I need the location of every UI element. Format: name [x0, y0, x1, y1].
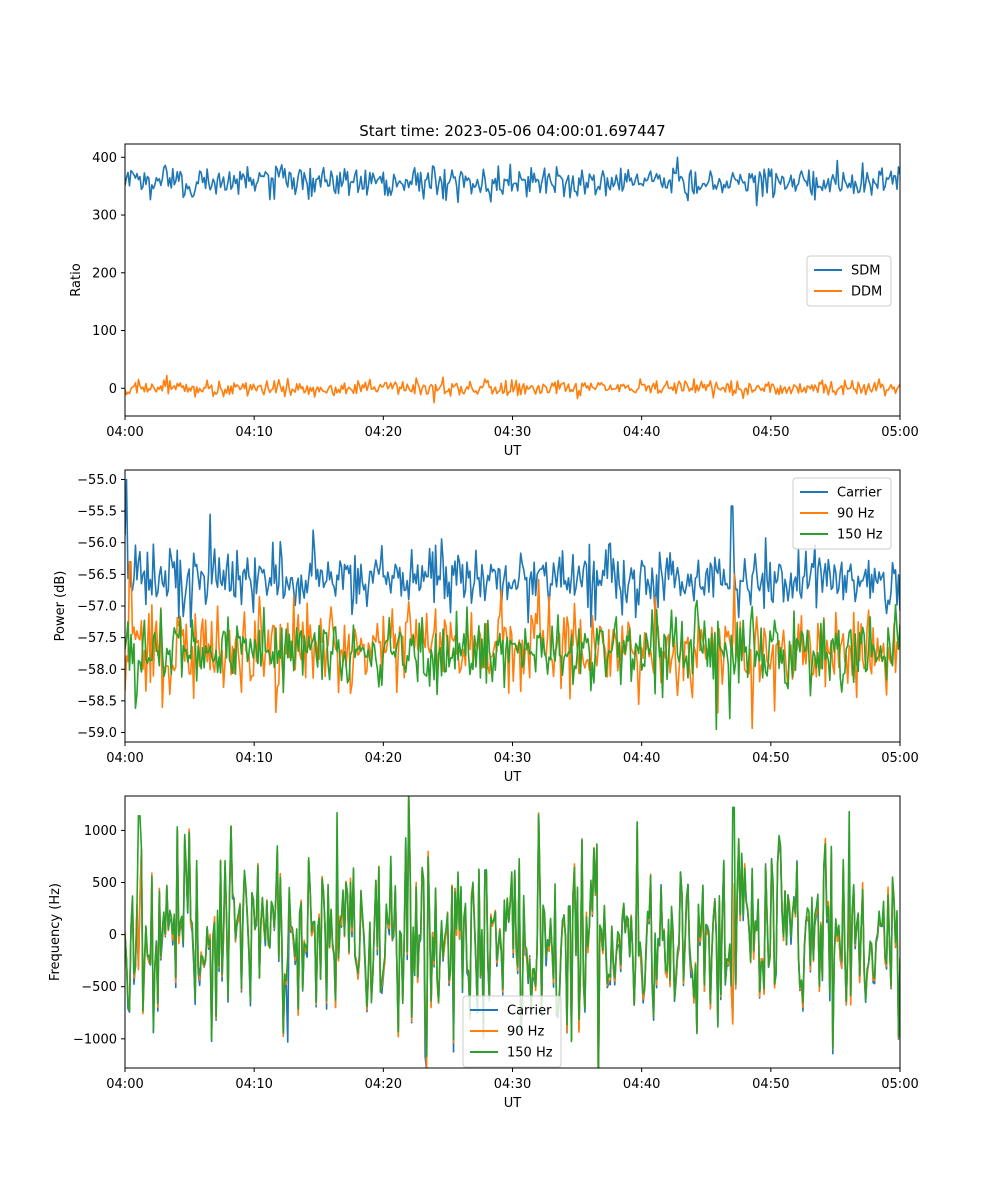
x-tick-label: 04:50 — [752, 751, 789, 766]
legend: Carrier 90 Hz 150 Hz — [792, 477, 892, 550]
legend-label: Carrier — [507, 1004, 552, 1019]
y-axis-label: Power (dB) — [53, 571, 68, 642]
y-tick-label: −56.5 — [77, 568, 117, 583]
y-tick-label: −58.5 — [77, 694, 117, 709]
legend-box — [462, 995, 562, 1068]
y-tick-label: −57.5 — [77, 631, 117, 646]
axes-frame — [124, 469, 901, 743]
x-tick-label: 04:20 — [365, 425, 402, 440]
legend-box — [806, 255, 892, 307]
x-tick-label: 04:00 — [106, 425, 143, 440]
x-tick-label: 04:30 — [494, 425, 531, 440]
x-tick-label: 04:00 — [106, 1077, 143, 1092]
y-tick-label: 0 — [109, 382, 117, 397]
y-tick-label: −55.5 — [77, 505, 117, 520]
chart-panel-1: 04:00 04:10 04:20 04:30 04:40 04:50 05:00 0 100 2… — [69, 143, 919, 459]
legend-label: DDM — [851, 285, 882, 300]
y-tick-label: 0 — [109, 928, 117, 943]
legend: Carrier 90 Hz 150 Hz — [462, 995, 562, 1068]
x-axis-label: UT — [504, 444, 522, 459]
x-tick-label: 05:00 — [881, 1077, 918, 1092]
legend-label: 150 Hz — [837, 528, 883, 543]
y-tick-label: −1000 — [73, 1032, 117, 1047]
chart-panel-2: 04:00 04:10 04:20 04:30 04:40 04:50 05:00 −55.0… — [53, 469, 919, 785]
series-line-150-hz — [125, 796, 900, 1068]
y-tick-label: −500 — [81, 980, 117, 995]
y-tick-label: 200 — [92, 266, 117, 281]
x-tick-label: 04:10 — [235, 751, 272, 766]
x-tick-label: 04:40 — [623, 1077, 660, 1092]
y-tick-label: 300 — [92, 209, 117, 224]
legend-label: 150 Hz — [507, 1046, 553, 1061]
y-tick-label: −59.0 — [77, 726, 117, 741]
x-axis-label: UT — [504, 1096, 522, 1111]
legend-label: 90 Hz — [837, 507, 874, 522]
legend-label: SDM — [851, 264, 880, 279]
x-axis-label: UT — [504, 770, 522, 785]
legend-label: Carrier — [837, 486, 882, 501]
figure-title: Start time: 2023-05-06 04:00:01.697447 — [359, 122, 665, 140]
y-axis-label: Frequency (Hz) — [48, 883, 63, 981]
series-line-sdm — [125, 156, 900, 207]
x-tick-label: 04:20 — [365, 1077, 402, 1092]
x-tick-label: 05:00 — [881, 425, 918, 440]
x-tick-label: 04:20 — [365, 751, 402, 766]
chart-panel-3: 04:00 04:10 04:20 04:30 04:40 04:50 05:00 −1000… — [48, 795, 919, 1111]
y-tick-label: −56.0 — [77, 536, 117, 551]
legend-label: 90 Hz — [507, 1025, 544, 1040]
series-line-150-hz — [125, 599, 900, 731]
x-tick-label: 04:10 — [235, 1077, 272, 1092]
x-tick-label: 05:00 — [881, 751, 918, 766]
y-tick-label: 1000 — [84, 824, 117, 839]
x-tick-label: 04:00 — [106, 751, 143, 766]
y-tick-label: 100 — [92, 324, 117, 339]
x-tick-label: 04:30 — [494, 751, 531, 766]
y-axis-label: Ratio — [69, 263, 84, 296]
x-tick-label: 04:30 — [494, 1077, 531, 1092]
x-tick-label: 04:40 — [623, 425, 660, 440]
legend: SDM DDM — [806, 255, 892, 307]
x-tick-label: 04:10 — [235, 425, 272, 440]
x-tick-label: 04:40 — [623, 751, 660, 766]
legend-box — [792, 477, 892, 550]
y-tick-label: 500 — [92, 876, 117, 891]
series-line-ddm — [125, 374, 900, 404]
x-tick-label: 04:50 — [752, 1077, 789, 1092]
series-line-carrier — [125, 478, 900, 628]
y-tick-label: −55.0 — [77, 473, 117, 488]
y-tick-label: −57.0 — [77, 600, 117, 615]
x-tick-label: 04:50 — [752, 425, 789, 440]
y-tick-label: 400 — [92, 151, 117, 166]
y-tick-label: −58.0 — [77, 663, 117, 678]
